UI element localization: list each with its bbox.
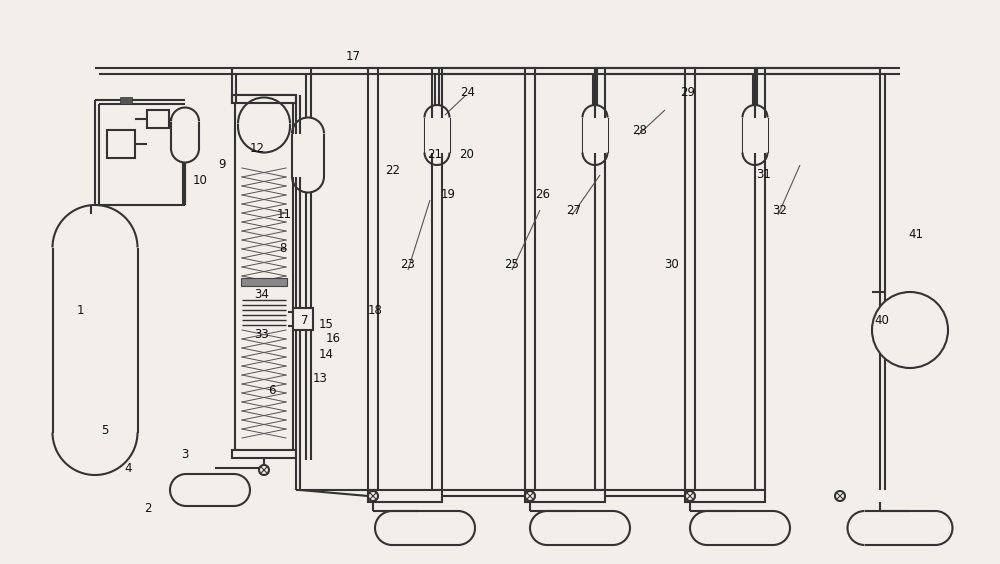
Text: 13: 13: [313, 372, 327, 385]
Bar: [240, 95, 288, 450]
Bar: [432, 68, 442, 490]
Bar: [232, 450, 296, 458]
Text: 15: 15: [319, 319, 333, 332]
Text: 23: 23: [401, 258, 415, 271]
Circle shape: [685, 491, 695, 501]
Bar: [424, 117, 450, 152]
Text: 6: 6: [268, 384, 276, 396]
Bar: [107, 130, 135, 158]
Text: 27: 27: [566, 204, 582, 217]
Bar: [685, 68, 695, 490]
Bar: [235, 95, 293, 450]
Text: 34: 34: [255, 289, 269, 302]
Bar: [707, 511, 773, 545]
Text: 30: 30: [665, 258, 679, 271]
Text: 12: 12: [250, 142, 264, 155]
Bar: [864, 511, 936, 545]
Text: 2: 2: [144, 501, 152, 514]
Bar: [232, 95, 296, 103]
Circle shape: [259, 465, 269, 475]
Bar: [685, 490, 765, 502]
Bar: [120, 97, 132, 104]
Circle shape: [835, 491, 845, 501]
Text: 40: 40: [875, 314, 889, 327]
Text: 9: 9: [218, 158, 226, 171]
Text: 17: 17: [346, 51, 360, 64]
Bar: [52, 248, 138, 433]
Text: 29: 29: [680, 86, 696, 99]
Text: 32: 32: [773, 204, 787, 217]
Text: 11: 11: [276, 209, 292, 222]
Circle shape: [368, 491, 378, 501]
Bar: [742, 117, 768, 152]
Text: 24: 24: [460, 86, 476, 99]
Bar: [525, 490, 605, 502]
Text: 14: 14: [318, 349, 334, 362]
Text: 8: 8: [279, 241, 287, 254]
Circle shape: [872, 292, 948, 368]
Text: 41: 41: [908, 228, 924, 241]
Text: 3: 3: [181, 448, 189, 461]
Bar: [595, 68, 605, 490]
Text: 1: 1: [76, 303, 84, 316]
Text: 31: 31: [757, 169, 771, 182]
Bar: [582, 117, 608, 152]
Text: 22: 22: [386, 164, 400, 177]
Text: 33: 33: [255, 328, 269, 341]
Bar: [525, 68, 535, 490]
Bar: [293, 308, 313, 330]
Text: 16: 16: [326, 332, 340, 345]
Text: 4: 4: [124, 461, 132, 474]
Bar: [241, 278, 287, 286]
Text: 10: 10: [193, 174, 207, 187]
Text: 21: 21: [428, 148, 442, 161]
Text: 19: 19: [440, 188, 456, 201]
Bar: [147, 110, 169, 128]
Bar: [368, 68, 378, 490]
Bar: [368, 490, 442, 502]
Text: 18: 18: [368, 303, 382, 316]
Circle shape: [525, 491, 535, 501]
Text: 7: 7: [301, 314, 309, 327]
Text: 20: 20: [460, 148, 474, 161]
Bar: [292, 134, 324, 177]
Bar: [755, 68, 765, 490]
Bar: [238, 124, 290, 126]
Bar: [547, 511, 613, 545]
Text: 28: 28: [633, 124, 647, 136]
Text: 26: 26: [536, 188, 550, 201]
Bar: [186, 474, 234, 506]
Bar: [171, 121, 199, 148]
Bar: [392, 511, 458, 545]
Text: 25: 25: [505, 258, 519, 271]
Text: 5: 5: [101, 424, 109, 437]
